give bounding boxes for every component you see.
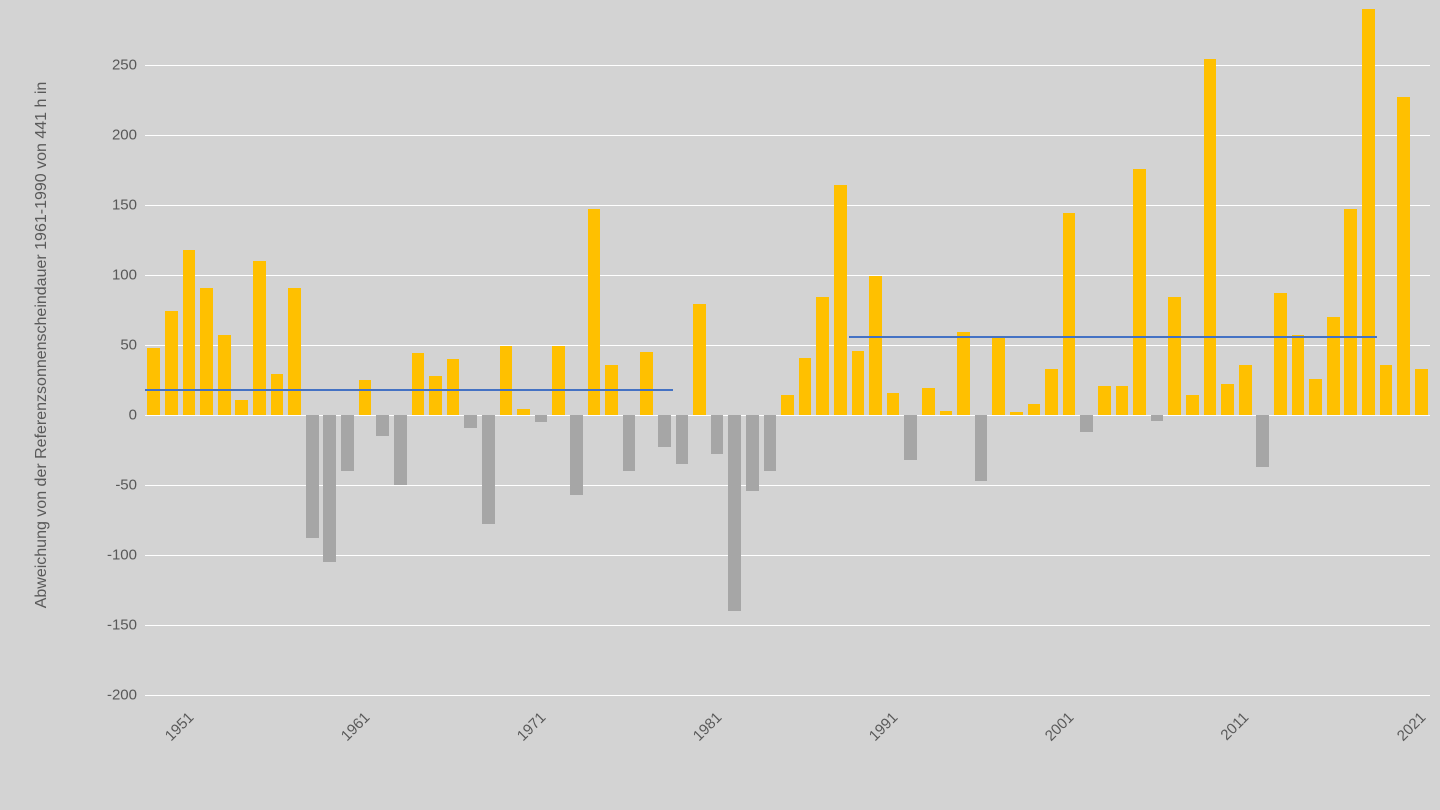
bar bbox=[816, 297, 829, 415]
bar bbox=[464, 415, 477, 428]
bar bbox=[271, 374, 284, 415]
bar bbox=[482, 415, 495, 524]
bar bbox=[1256, 415, 1269, 467]
bar bbox=[746, 415, 759, 491]
bar bbox=[200, 288, 213, 415]
bar bbox=[728, 415, 741, 611]
bar bbox=[992, 337, 1005, 415]
bar bbox=[165, 311, 178, 415]
bar bbox=[1397, 97, 1410, 415]
y-tick-label: 50 bbox=[120, 337, 137, 354]
y-tick-label: 0 bbox=[129, 407, 137, 424]
gridline bbox=[145, 275, 1430, 276]
bar bbox=[306, 415, 319, 538]
bar bbox=[1063, 213, 1076, 415]
bar bbox=[235, 400, 248, 415]
bar bbox=[1045, 369, 1058, 415]
bar bbox=[535, 415, 548, 422]
bar bbox=[658, 415, 671, 447]
bar bbox=[1028, 404, 1041, 415]
bar bbox=[887, 393, 900, 415]
bar bbox=[359, 380, 372, 415]
y-tick-label: 250 bbox=[112, 57, 137, 74]
bar bbox=[500, 346, 513, 415]
bar bbox=[376, 415, 389, 436]
bar bbox=[429, 376, 442, 415]
gridline bbox=[145, 345, 1430, 346]
bar bbox=[799, 358, 812, 415]
y-tick-label: -100 bbox=[107, 547, 137, 564]
bar bbox=[1274, 293, 1287, 415]
bar bbox=[1380, 365, 1393, 415]
y-tick-label: -200 bbox=[107, 687, 137, 704]
reference-line bbox=[849, 336, 1377, 338]
reference-line bbox=[145, 389, 673, 391]
bar bbox=[904, 415, 917, 460]
y-tick-label: 100 bbox=[112, 267, 137, 284]
bar bbox=[1327, 317, 1340, 415]
gridline bbox=[145, 695, 1430, 696]
bar bbox=[288, 288, 301, 415]
y-axis-title: Abweichung von der Referenzsonnenscheind… bbox=[33, 82, 51, 609]
bar bbox=[323, 415, 336, 562]
gridline bbox=[145, 65, 1430, 66]
y-tick-label: 300 bbox=[112, 0, 137, 4]
bar bbox=[1221, 384, 1234, 415]
bar bbox=[1239, 365, 1252, 415]
bar bbox=[1010, 412, 1023, 415]
bar bbox=[552, 346, 565, 415]
bar bbox=[711, 415, 724, 454]
bar bbox=[218, 335, 231, 415]
gridline bbox=[145, 555, 1430, 556]
bar bbox=[834, 185, 847, 415]
bar bbox=[676, 415, 689, 464]
bar bbox=[1415, 369, 1428, 415]
bar bbox=[1204, 59, 1217, 415]
bar bbox=[147, 348, 160, 415]
bar bbox=[1116, 386, 1129, 415]
bar bbox=[253, 261, 266, 415]
bar bbox=[1151, 415, 1164, 421]
bar bbox=[517, 409, 530, 415]
bar bbox=[940, 411, 953, 415]
bar bbox=[1168, 297, 1181, 415]
bar bbox=[957, 332, 970, 415]
gridline bbox=[145, 625, 1430, 626]
gridline bbox=[145, 135, 1430, 136]
plot-area bbox=[145, 0, 1430, 695]
bar bbox=[1309, 379, 1322, 415]
bar bbox=[1344, 209, 1357, 415]
bar bbox=[781, 395, 794, 415]
bar bbox=[693, 304, 706, 415]
bar bbox=[1133, 169, 1146, 415]
gridline bbox=[145, 205, 1430, 206]
bar bbox=[869, 276, 882, 415]
bar bbox=[412, 353, 425, 415]
bar bbox=[447, 359, 460, 415]
y-tick-label: -150 bbox=[107, 617, 137, 634]
bar bbox=[1080, 415, 1093, 432]
bar bbox=[570, 415, 583, 495]
bar bbox=[922, 388, 935, 415]
y-tick-label: 150 bbox=[112, 197, 137, 214]
y-tick-label: 200 bbox=[112, 127, 137, 144]
bar bbox=[341, 415, 354, 471]
gridline bbox=[145, 415, 1430, 416]
bar bbox=[1098, 386, 1111, 415]
bar bbox=[764, 415, 777, 471]
bar bbox=[1186, 395, 1199, 415]
bar bbox=[1292, 335, 1305, 415]
gridline bbox=[145, 485, 1430, 486]
bar bbox=[852, 351, 865, 415]
bar bbox=[1362, 9, 1375, 415]
y-tick-label: -50 bbox=[115, 477, 137, 494]
bar bbox=[394, 415, 407, 485]
bar bbox=[588, 209, 601, 415]
bar bbox=[623, 415, 636, 471]
bar bbox=[975, 415, 988, 481]
bar bbox=[640, 352, 653, 415]
